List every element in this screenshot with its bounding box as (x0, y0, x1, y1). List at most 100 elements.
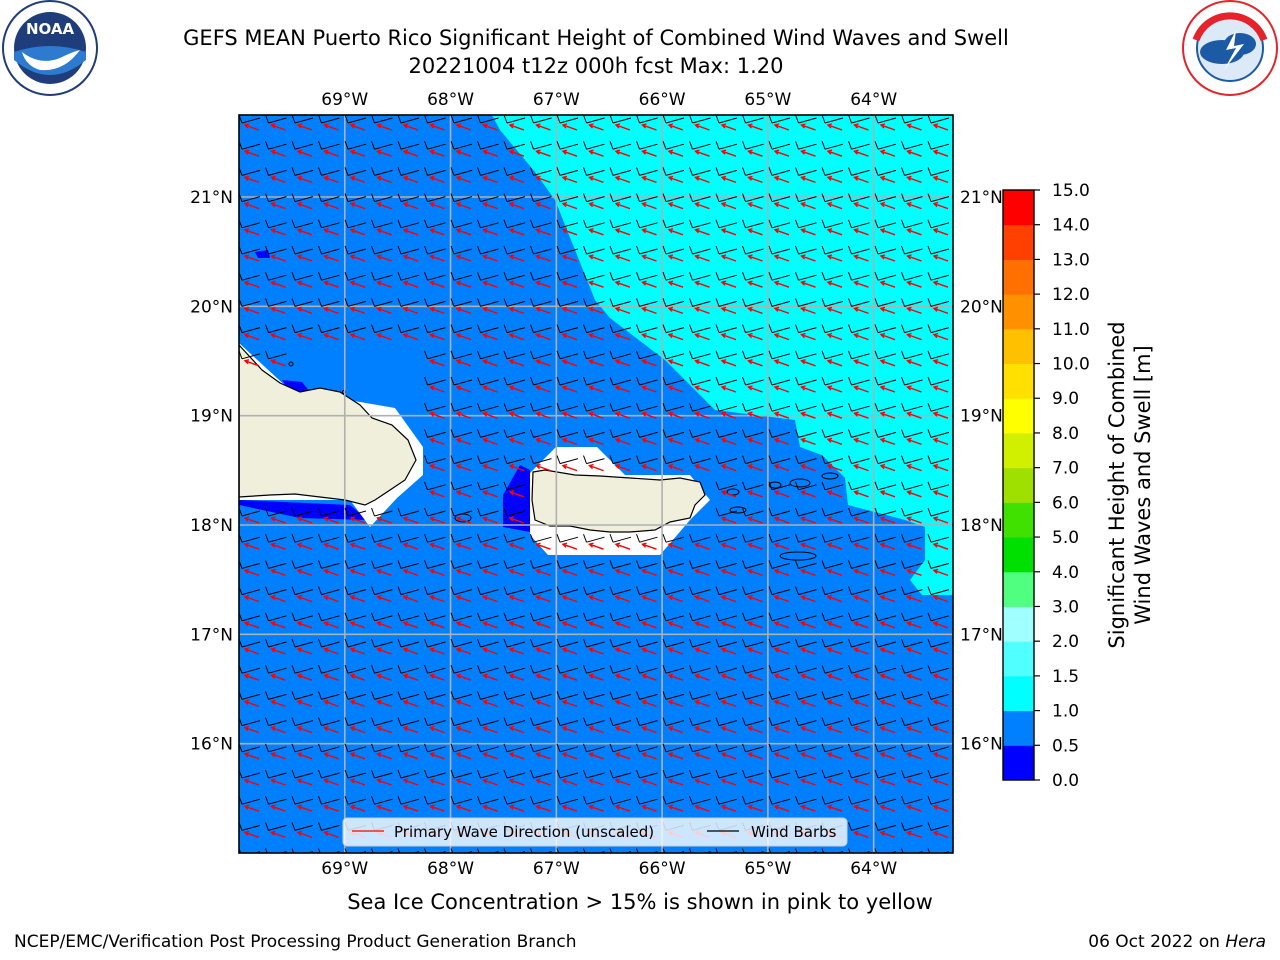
wave-direction-arrow (642, 229, 657, 236)
wave-direction-arrowhead (641, 437, 647, 443)
wind-barb (480, 510, 499, 517)
wave-direction-arrow (668, 307, 684, 315)
wave-direction-arrow (615, 438, 631, 446)
wave-direction-arrow (350, 779, 366, 786)
wave-direction-arrowhead (270, 725, 276, 732)
wind-barb (662, 324, 667, 333)
wind-barb (347, 641, 367, 648)
wave-direction-arrow (748, 176, 763, 184)
wave-direction-arrow (827, 779, 843, 786)
wind-barb (639, 431, 658, 438)
wave-direction-arrowhead (482, 621, 488, 627)
wave-direction-arrowhead (614, 280, 621, 286)
wave-direction-arrowhead (296, 725, 303, 732)
wave-direction-arrowhead (720, 542, 727, 548)
wave-direction-arrow (774, 464, 790, 472)
wave-direction-arrow (827, 674, 843, 681)
wave-direction-arrowhead (402, 228, 409, 234)
wave-direction-arrowhead (720, 725, 727, 732)
wave-direction-arrowhead (747, 228, 753, 234)
wind-barb (344, 507, 349, 517)
wind-barb (291, 272, 296, 281)
wave-direction-arrow (695, 124, 710, 131)
wind-barb (480, 693, 499, 700)
wind-barb (265, 167, 269, 176)
wave-direction-arrow (695, 255, 710, 262)
wave-direction-arrowhead (932, 647, 939, 653)
wave-direction-arrowhead (853, 594, 859, 601)
wind-barb (718, 510, 738, 517)
wave-direction-arrow (668, 281, 684, 288)
wave-direction-arrowhead (641, 149, 647, 155)
wave-direction-arrowhead (720, 411, 727, 417)
wave-direction-arrow (271, 124, 286, 131)
wave-direction-arrowhead (561, 463, 568, 470)
wind-barb (848, 167, 852, 176)
wind-barb (427, 405, 446, 412)
wind-barb (901, 193, 905, 202)
wave-direction-arrowhead (455, 149, 462, 155)
wind-barb (506, 772, 526, 779)
wave-direction-arrow (933, 386, 949, 393)
wave-direction-arrowhead (296, 254, 303, 260)
wave-direction-arrow (350, 255, 366, 262)
wind-barb (662, 769, 667, 779)
wind-barb (424, 612, 428, 621)
wave-direction-arrow (748, 753, 763, 760)
wind-barb (715, 219, 720, 228)
wave-direction-arrow (324, 831, 339, 839)
wave-direction-arrow (668, 674, 684, 681)
wind-barb (347, 117, 367, 124)
wind-barb (848, 507, 852, 517)
wave-direction-arrow (854, 281, 869, 288)
wave-direction-arrow (244, 124, 260, 131)
wind-barb (824, 641, 844, 648)
wind-barb (662, 612, 667, 621)
wave-direction-arrow (933, 753, 949, 760)
wind-barb (321, 720, 340, 727)
wind-barb (665, 458, 685, 465)
wave-direction-arrow (536, 648, 551, 655)
wave-direction-arrowhead (720, 149, 727, 155)
wind-barb (718, 720, 738, 727)
wave-direction-arrowhead (747, 804, 753, 810)
wave-direction-arrowhead (641, 175, 647, 181)
wind-barb (636, 350, 640, 359)
wind-barb (662, 403, 667, 412)
wind-barb (665, 327, 685, 334)
wind-barb (745, 798, 764, 805)
wind-barb (268, 327, 287, 334)
wind-barb (848, 796, 852, 805)
wave-direction-arrow (297, 150, 313, 157)
wave-direction-arrow (403, 674, 419, 681)
wind-barb (665, 143, 685, 150)
wind-barb (477, 272, 481, 281)
wave-direction-arrowhead (906, 752, 912, 758)
wind-barb (824, 274, 844, 281)
wind-barb (371, 769, 375, 779)
wind-barb (424, 481, 428, 490)
wave-direction-arrowhead (906, 621, 912, 627)
wave-direction-arrow (244, 700, 260, 708)
wind-barb (745, 720, 764, 727)
wave-direction-arrowhead (773, 228, 780, 234)
wave-direction-arrow (536, 805, 551, 812)
wave-direction-arrow (297, 700, 313, 708)
wave-direction-arrow (827, 333, 843, 341)
wave-direction-arrowhead (667, 280, 674, 286)
wind-barb (586, 693, 605, 700)
wave-direction-arrow (854, 569, 869, 577)
wind-barb (718, 615, 738, 622)
wind-barb (583, 769, 587, 779)
wind-barb (400, 300, 420, 307)
wind-barb (745, 248, 764, 255)
wave-direction-arrowhead (934, 858, 938, 862)
wave-direction-arrow (774, 438, 790, 446)
wind-barb (371, 743, 375, 752)
wave-direction-arrow (271, 517, 286, 524)
wave-direction-arrowhead (482, 516, 488, 522)
wind-barb (241, 798, 261, 805)
wave-direction-arrow (589, 779, 604, 786)
wind-barb (400, 798, 420, 805)
wind-barb (374, 720, 393, 727)
